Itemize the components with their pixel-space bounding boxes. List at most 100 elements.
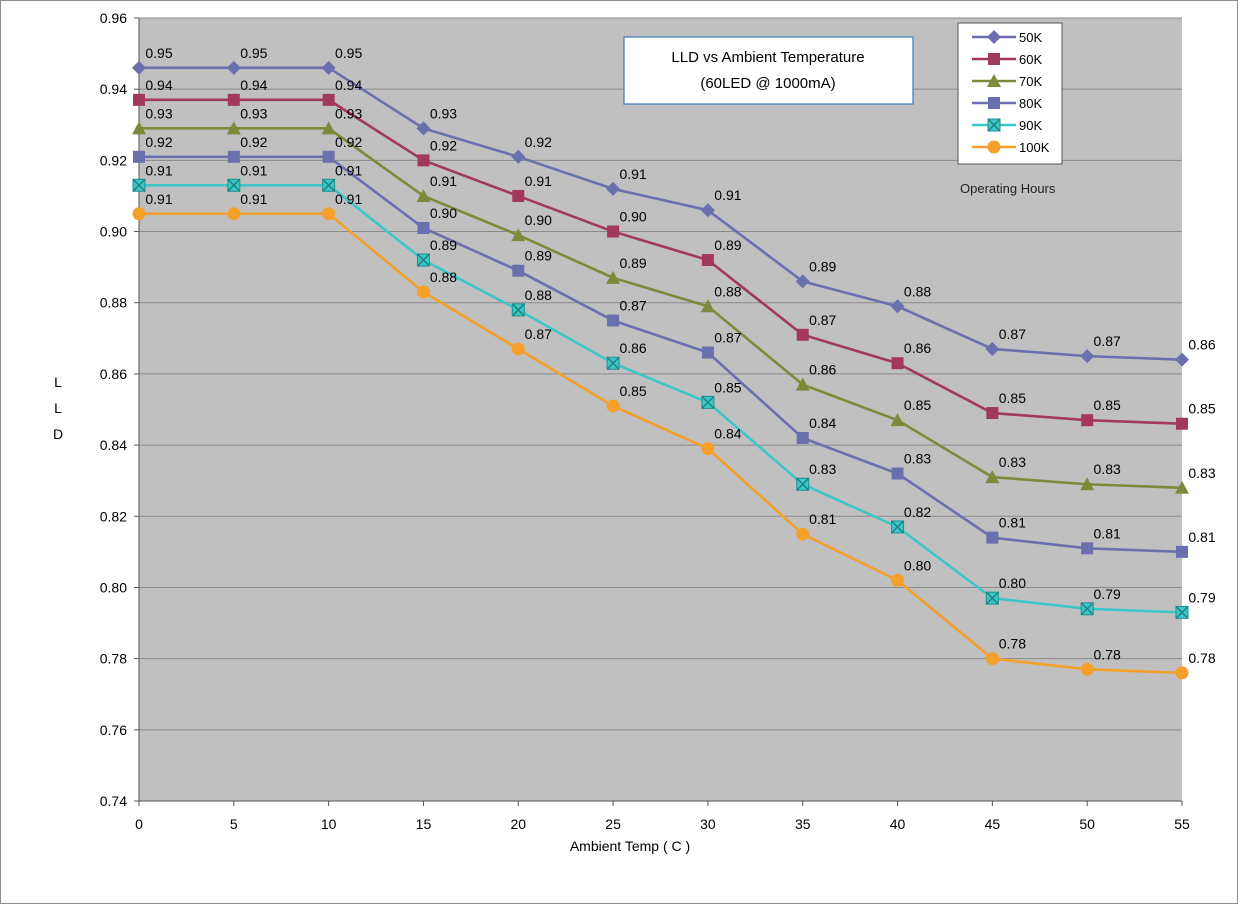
data-point	[701, 254, 714, 267]
data-point	[607, 225, 620, 238]
data-label: 0.86	[809, 362, 836, 378]
legend-item-90K: 90K	[972, 118, 1042, 133]
y-axis-title-line-3: D	[53, 426, 63, 442]
legend-item-80K: 80K	[972, 96, 1042, 111]
data-label: 0.81	[999, 515, 1026, 531]
y-tick-label: 0.90	[100, 224, 127, 240]
data-label: 0.89	[809, 258, 836, 274]
data-label: 0.91	[145, 191, 172, 207]
data-label: 0.87	[525, 326, 552, 342]
data-label: 0.89	[525, 248, 552, 264]
data-point	[227, 150, 240, 163]
x-tick-label: 25	[605, 816, 621, 832]
data-point	[322, 150, 335, 163]
data-point	[796, 328, 809, 341]
legend-label: 90K	[1019, 118, 1042, 133]
data-labels-group: 0.95 0.95 0.95 0.93 0.92 0.91 0.91 0.89 0.88 0.87…	[145, 45, 1215, 666]
data-point	[891, 467, 904, 480]
series-100K	[132, 207, 1189, 680]
data-point	[511, 303, 525, 317]
data-point	[891, 357, 904, 370]
data-point	[796, 477, 810, 491]
data-label: 0.83	[904, 451, 931, 467]
data-label: 0.93	[145, 105, 172, 121]
data-label: 0.87	[619, 298, 646, 314]
data-point	[796, 431, 809, 444]
x-tick-label: 15	[416, 816, 432, 832]
x-tick-label: 40	[890, 816, 906, 832]
y-tick-label: 0.82	[100, 508, 127, 524]
x-tick-label: 50	[1079, 816, 1095, 832]
data-label: 0.78	[1094, 646, 1121, 662]
data-label: 0.83	[1188, 465, 1215, 481]
y-tick-label: 0.86	[100, 366, 127, 382]
data-point	[795, 377, 810, 391]
data-label: 0.83	[1094, 461, 1121, 477]
data-label: 0.89	[714, 237, 741, 253]
data-point	[226, 60, 241, 75]
data-point	[985, 341, 1000, 356]
y-tick-label: 0.76	[100, 722, 127, 738]
data-point	[132, 207, 146, 221]
data-label: 0.85	[1094, 397, 1121, 413]
legend-marker	[987, 30, 1001, 44]
data-label: 0.91	[240, 162, 267, 178]
data-label: 0.86	[1188, 337, 1215, 353]
data-point	[227, 178, 241, 192]
data-label: 0.94	[145, 77, 172, 93]
data-label: 0.95	[145, 45, 172, 61]
y-tick-label: 0.96	[100, 10, 127, 26]
data-point	[417, 221, 430, 234]
data-label: 0.91	[145, 162, 172, 178]
data-label: 0.83	[999, 454, 1026, 470]
data-label: 0.85	[1188, 401, 1215, 417]
data-point	[606, 270, 621, 284]
data-point	[322, 178, 336, 192]
y-tick-label: 0.78	[100, 651, 127, 667]
y-tick-labels: 0.74 0.76 0.78 0.80 0.82 0.84 0.86 0.88 0.90 0.92…	[100, 10, 139, 809]
series-line	[139, 127, 1183, 490]
data-point	[1080, 349, 1095, 364]
data-point	[322, 93, 335, 106]
data-point	[1175, 605, 1189, 619]
data-label: 0.94	[240, 77, 267, 93]
data-label: 0.87	[714, 330, 741, 346]
legend-marker	[988, 97, 1000, 109]
gridlines	[139, 17, 1182, 731]
data-label: 0.92	[145, 134, 172, 150]
data-point	[511, 342, 525, 356]
data-point	[700, 203, 715, 218]
data-point	[227, 207, 241, 221]
axes	[138, 18, 1182, 802]
data-label: 0.91	[430, 173, 457, 189]
data-point	[1176, 417, 1188, 430]
y-tick-label: 0.88	[100, 295, 127, 311]
data-label: 0.92	[240, 134, 267, 150]
data-point	[1080, 662, 1094, 676]
data-label: 0.87	[999, 326, 1026, 342]
chart-subtitle: (60LED @ 1000mA)	[700, 75, 835, 92]
data-label: 0.88	[904, 283, 931, 299]
data-label: 0.93	[430, 105, 457, 121]
y-tick-label: 0.94	[100, 81, 127, 97]
data-point	[606, 399, 620, 413]
data-point	[1175, 666, 1189, 680]
data-label: 0.88	[525, 287, 552, 303]
series-line	[139, 212, 1183, 675]
legend-marker	[987, 118, 1001, 132]
data-point	[511, 228, 526, 242]
data-label: 0.79	[1188, 589, 1215, 605]
data-point	[1176, 545, 1188, 558]
data-label: 0.91	[714, 187, 741, 203]
data-point	[132, 178, 146, 192]
x-tick-label: 30	[700, 816, 716, 832]
legend-label: 50K	[1019, 30, 1042, 45]
data-point	[891, 573, 905, 587]
series-50K	[132, 60, 1189, 367]
data-point	[606, 356, 620, 370]
data-label: 0.81	[1094, 525, 1121, 541]
data-label: 0.90	[525, 212, 552, 228]
series-70K	[132, 121, 1189, 494]
data-point	[226, 121, 241, 135]
